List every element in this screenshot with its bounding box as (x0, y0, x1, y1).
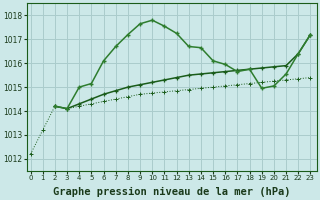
X-axis label: Graphe pression niveau de la mer (hPa): Graphe pression niveau de la mer (hPa) (53, 186, 291, 197)
